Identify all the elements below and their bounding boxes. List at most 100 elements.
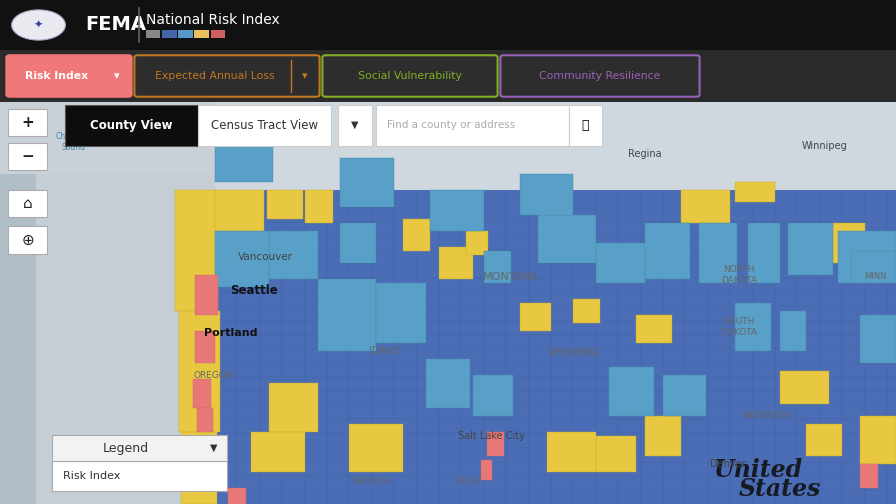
Bar <box>426 359 470 408</box>
Text: Salt Lake City: Salt Lake City <box>458 431 524 442</box>
Bar <box>146 30 160 38</box>
Text: OREGON: OREGON <box>194 371 233 380</box>
Bar <box>175 191 218 311</box>
Bar <box>403 219 430 250</box>
Text: Portland: Portland <box>204 328 258 338</box>
FancyBboxPatch shape <box>8 190 47 217</box>
FancyBboxPatch shape <box>8 143 47 170</box>
Text: ▼: ▼ <box>351 120 358 130</box>
Bar <box>0 0 896 50</box>
Bar <box>788 223 833 275</box>
Bar <box>269 384 318 431</box>
Text: Census Tract View: Census Tract View <box>211 118 318 132</box>
Bar <box>735 303 771 351</box>
Text: Risk Index: Risk Index <box>63 471 120 481</box>
Text: −: − <box>22 149 34 164</box>
Text: Vancouver: Vancouver <box>237 252 293 262</box>
Bar <box>487 431 504 456</box>
Text: United: United <box>712 458 802 482</box>
Bar <box>52 435 227 461</box>
Bar <box>547 431 596 472</box>
Text: IDAHO: IDAHO <box>369 346 401 356</box>
Bar <box>0 102 36 504</box>
Circle shape <box>12 10 65 40</box>
Bar <box>596 435 636 472</box>
Text: Charlotte
Sound: Charlotte Sound <box>56 133 91 152</box>
Bar <box>349 423 403 472</box>
Text: ⊕: ⊕ <box>22 233 34 247</box>
Bar <box>215 102 896 191</box>
Bar <box>645 416 681 456</box>
Text: Find a county or address: Find a county or address <box>387 120 515 130</box>
Text: +: + <box>22 115 34 130</box>
Bar <box>538 215 596 263</box>
Bar <box>609 367 654 416</box>
Bar <box>193 380 211 408</box>
Bar <box>466 231 488 255</box>
Text: Expected Annual Loss: Expected Annual Loss <box>155 71 274 81</box>
Bar <box>211 30 225 38</box>
Bar <box>0 102 215 174</box>
Bar <box>860 315 896 363</box>
Bar <box>215 191 264 231</box>
Bar <box>860 464 878 488</box>
Bar <box>198 104 331 146</box>
Bar <box>569 104 602 146</box>
Bar <box>376 283 426 343</box>
Bar <box>0 50 896 102</box>
Bar <box>269 231 318 279</box>
Text: ▾: ▾ <box>302 71 307 81</box>
Bar <box>484 250 511 283</box>
Text: Legend: Legend <box>102 442 149 455</box>
Bar <box>0 102 215 504</box>
Bar <box>833 223 865 263</box>
Bar <box>0 102 896 504</box>
Bar <box>748 223 780 283</box>
Bar <box>851 250 896 283</box>
Bar <box>596 243 645 283</box>
Text: Regina: Regina <box>628 149 662 159</box>
Bar <box>780 371 829 404</box>
Bar <box>178 30 193 38</box>
Bar <box>215 191 896 504</box>
Text: County View: County View <box>90 118 173 132</box>
Text: NORTH
DAKOTA: NORTH DAKOTA <box>721 265 757 285</box>
Bar <box>473 375 513 416</box>
Bar <box>663 375 706 416</box>
Text: MINN.: MINN. <box>864 272 889 281</box>
Bar <box>195 275 218 315</box>
Bar <box>267 191 303 219</box>
Bar <box>838 231 896 283</box>
Bar <box>376 104 569 146</box>
Text: ▼: ▼ <box>211 443 218 453</box>
Bar <box>52 461 227 491</box>
Bar <box>645 223 690 279</box>
Text: Seattle: Seattle <box>229 284 278 297</box>
FancyBboxPatch shape <box>8 109 47 136</box>
Bar <box>65 104 198 146</box>
Bar <box>197 408 213 431</box>
Bar <box>195 331 215 363</box>
Text: MONTANA: MONTANA <box>483 272 538 282</box>
Bar <box>305 191 333 223</box>
FancyBboxPatch shape <box>500 55 700 97</box>
Bar <box>735 182 775 203</box>
Bar <box>181 431 217 504</box>
FancyBboxPatch shape <box>6 55 132 97</box>
Bar <box>681 191 730 223</box>
Bar <box>439 247 473 279</box>
Bar <box>194 30 209 38</box>
Text: Risk Index: Risk Index <box>25 71 88 81</box>
Bar <box>481 460 492 480</box>
Text: UTAH: UTAH <box>454 477 478 486</box>
Bar <box>573 299 600 323</box>
Text: FEMA: FEMA <box>85 16 146 34</box>
Text: SOUTH
DAKOTA: SOUTH DAKOTA <box>721 318 757 337</box>
Text: Social Vulnerability: Social Vulnerability <box>358 71 462 81</box>
Bar <box>215 231 269 287</box>
Bar <box>338 104 372 146</box>
Text: NEVADA: NEVADA <box>353 477 391 486</box>
Bar <box>520 303 551 331</box>
Text: ▾: ▾ <box>114 71 119 81</box>
Bar <box>318 279 376 351</box>
